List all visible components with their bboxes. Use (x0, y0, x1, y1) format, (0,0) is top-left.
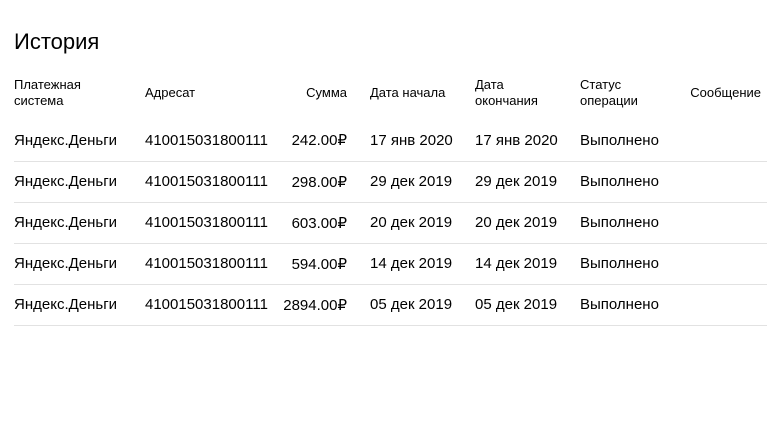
cell-amount: 594.00₽ (268, 243, 347, 285)
cell-payment-system: Яндекс.Деньги (14, 202, 145, 244)
table-row: Яндекс.Деньги 410015031800111 603.00₽ 20 де… (14, 202, 767, 244)
cell-start-date: 05 дек 2019 (347, 284, 465, 326)
cell-status: Выполнено (570, 284, 675, 326)
cell-message (675, 243, 767, 285)
cell-start-date: 29 дек 2019 (347, 161, 465, 203)
cell-payment-system: Яндекс.Деньги (14, 284, 145, 326)
page-title: История (14, 29, 100, 54)
history-page: История Платежная система Адресат Сумма Дат… (14, 29, 767, 326)
column-header-label: Сообщение (690, 84, 761, 100)
table-body: Яндекс.Деньги 410015031800111 242.00₽ 17 ян… (14, 120, 767, 326)
column-header-end-date: Дата окончания (465, 65, 570, 120)
cell-start-date: 14 дек 2019 (347, 243, 465, 285)
cell-message (675, 120, 767, 162)
cell-amount: 242.00₽ (268, 120, 347, 162)
cell-message (675, 202, 767, 244)
cell-amount: 603.00₽ (268, 202, 347, 244)
column-header-label: Сумма (306, 84, 347, 100)
cell-recipient: 410015031800111 (145, 161, 268, 203)
cell-amount: 2894.00₽ (268, 284, 347, 326)
cell-recipient: 410015031800111 (145, 243, 268, 285)
cell-end-date: 14 дек 2019 (465, 243, 570, 285)
table-row: Яндекс.Деньги 410015031800111 2894.00₽ 05 д… (14, 284, 767, 326)
cell-recipient: 410015031800111 (145, 120, 268, 162)
cell-status: Выполнено (570, 120, 675, 162)
cell-end-date: 29 дек 2019 (465, 161, 570, 203)
cell-message (675, 284, 767, 326)
cell-end-date: 20 дек 2019 (465, 202, 570, 244)
column-header-payment-system: Платежная система (14, 65, 145, 120)
cell-recipient: 410015031800111 (145, 284, 268, 326)
table-row: Яндекс.Деньги 410015031800111 594.00₽ 14 де… (14, 243, 767, 285)
table-header: Платежная система Адресат Сумма Дата начала… (14, 65, 767, 120)
cell-end-date: 17 янв 2020 (465, 120, 570, 162)
cell-status: Выполнено (570, 202, 675, 244)
column-header-label: Дата начала (370, 84, 446, 100)
cell-amount: 298.00₽ (268, 161, 347, 203)
cell-message (675, 161, 767, 203)
column-header-label: Адресат (145, 84, 196, 100)
cell-status: Выполнено (570, 161, 675, 203)
table-row: Яндекс.Деньги 410015031800111 242.00₽ 17 ян… (14, 120, 767, 162)
column-header-status: Статус операции (570, 65, 675, 120)
cell-start-date: 20 дек 2019 (347, 202, 465, 244)
column-header-label: Статус операции (580, 76, 638, 108)
column-header-label: Дата окончания (475, 76, 538, 108)
cell-payment-system: Яндекс.Деньги (14, 161, 145, 203)
column-header-amount: Сумма (268, 65, 347, 120)
header-row: Платежная система Адресат Сумма Дата начала… (14, 65, 767, 120)
cell-recipient: 410015031800111 (145, 202, 268, 244)
column-header-message: Сообщение (675, 65, 767, 120)
column-header-recipient: Адресат (145, 65, 268, 120)
column-header-label: Платежная система (14, 76, 81, 108)
cell-status: Выполнено (570, 243, 675, 285)
column-header-start-date: Дата начала (347, 65, 465, 120)
history-table: Платежная система Адресат Сумма Дата начала… (14, 65, 767, 326)
cell-end-date: 05 дек 2019 (465, 284, 570, 326)
cell-payment-system: Яндекс.Деньги (14, 243, 145, 285)
cell-payment-system: Яндекс.Деньги (14, 120, 145, 162)
table-row: Яндекс.Деньги 410015031800111 298.00₽ 29 де… (14, 161, 767, 203)
cell-start-date: 17 янв 2020 (347, 120, 465, 162)
